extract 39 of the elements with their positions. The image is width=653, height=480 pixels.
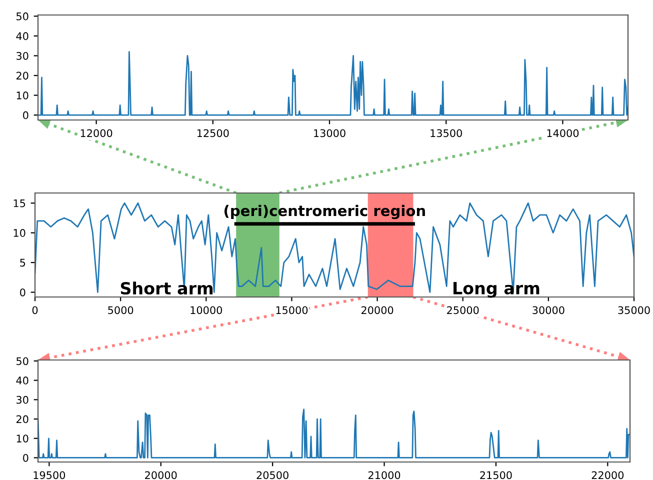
- y-tick-label: 0: [23, 454, 28, 462]
- y-tick-label: 50: [16, 12, 28, 20]
- x-tick-label: 20500: [256, 471, 288, 480]
- x-tick-label: 21500: [480, 471, 512, 480]
- y-tick-label: 5: [20, 258, 26, 267]
- line-series: [38, 51, 628, 116]
- x-tick-label: 13500: [430, 129, 462, 138]
- y-tick-label: 40: [16, 32, 28, 40]
- x-tick-label: 15000: [276, 306, 308, 314]
- x-tick-label: 35000: [618, 306, 650, 314]
- annotation: Short arm: [120, 282, 213, 295]
- x-tick-label: 30000: [532, 306, 564, 314]
- x-tick-label: 20000: [361, 306, 394, 314]
- x-tick-label: 13000: [314, 129, 346, 138]
- x-tick-label: 21000: [368, 471, 400, 480]
- annotation: (peri)centromeric region: [224, 204, 425, 220]
- x-tick-label: 19500: [34, 471, 66, 480]
- line-series: [38, 408, 630, 458]
- y-tick-label: 10: [16, 92, 28, 100]
- x-tick-label: 12000: [80, 129, 112, 138]
- y-tick-label: 0: [20, 288, 26, 296]
- y-tick-label: 30: [16, 396, 28, 404]
- x-tick-label: 14000: [547, 129, 579, 138]
- x-tick-label: 20000: [145, 471, 177, 480]
- y-tick-label: 10: [16, 434, 28, 442]
- x-tick-label: 5000: [108, 306, 134, 314]
- y-tick-label: 0: [23, 111, 28, 120]
- y-tick-label: 15: [14, 199, 26, 208]
- y-tick-label: 20: [16, 415, 28, 424]
- x-tick-label: 12500: [197, 129, 229, 138]
- y-tick-label: 30: [16, 52, 28, 60]
- x-tick-label: 10000: [190, 306, 222, 314]
- y-tick-label: 40: [16, 376, 28, 384]
- x-tick-label: 0: [32, 306, 38, 314]
- y-tick-label: 10: [14, 229, 26, 237]
- x-tick-label: 22000: [592, 471, 624, 480]
- y-tick-label: 20: [16, 72, 28, 80]
- x-tick-label: 25000: [447, 306, 479, 314]
- y-tick-label: 50: [16, 357, 28, 366]
